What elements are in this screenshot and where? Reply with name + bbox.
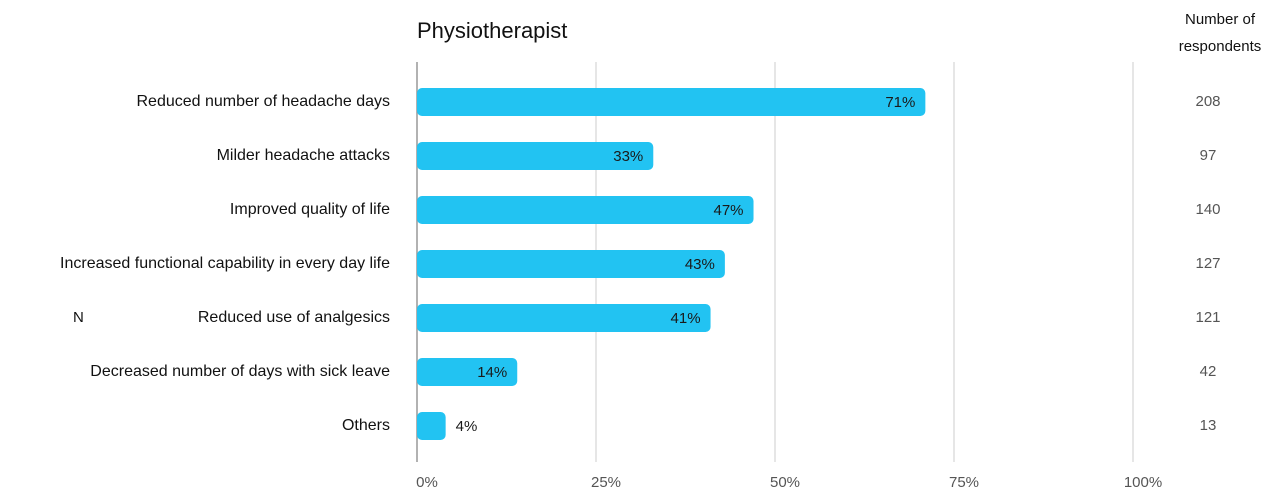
respondents-value: 208 (1195, 93, 1220, 110)
y-tick-label: Reduced number of headache days (136, 93, 390, 110)
y-tick-label: Milder headache attacks (217, 147, 390, 164)
x-tick-label: 75% (949, 474, 979, 491)
respondents-value: 121 (1195, 309, 1220, 326)
value-label: 4% (456, 418, 478, 435)
x-tick-label: 25% (591, 474, 621, 491)
chart-title: Physiotherapist (417, 18, 567, 43)
value-label: 33% (613, 148, 643, 165)
bar (417, 358, 518, 386)
value-label: 43% (685, 256, 715, 273)
respondents-title: Number of (1185, 11, 1256, 28)
x-tick-label: 100% (1124, 474, 1162, 491)
y-tick-label: Decreased number of days with sick leave (90, 363, 390, 380)
x-tick-label: 0% (416, 474, 438, 491)
bar (417, 304, 711, 332)
respondents-value: 42 (1200, 363, 1217, 380)
bar (417, 196, 754, 224)
respondents-value: 13 (1200, 417, 1217, 434)
respondents-value: 97 (1200, 147, 1217, 164)
bar (417, 142, 654, 170)
y-tick-label: Reduced use of analgesics (198, 309, 390, 326)
y-tick-label: Improved quality of life (230, 201, 390, 218)
bar (417, 250, 725, 278)
value-label: 14% (477, 364, 507, 381)
respondents-value: 140 (1195, 201, 1220, 218)
bar (417, 88, 926, 116)
value-label: 71% (885, 94, 915, 111)
annotation: N (73, 309, 84, 326)
bar (417, 412, 446, 440)
y-tick-label: Others (342, 417, 390, 434)
respondents-title: respondents (1179, 38, 1262, 55)
value-label: 41% (671, 310, 701, 327)
value-label: 47% (713, 202, 743, 219)
x-tick-label: 50% (770, 474, 800, 491)
y-tick-label: Increased functional capability in every… (60, 255, 390, 272)
respondents-value: 127 (1195, 255, 1220, 272)
